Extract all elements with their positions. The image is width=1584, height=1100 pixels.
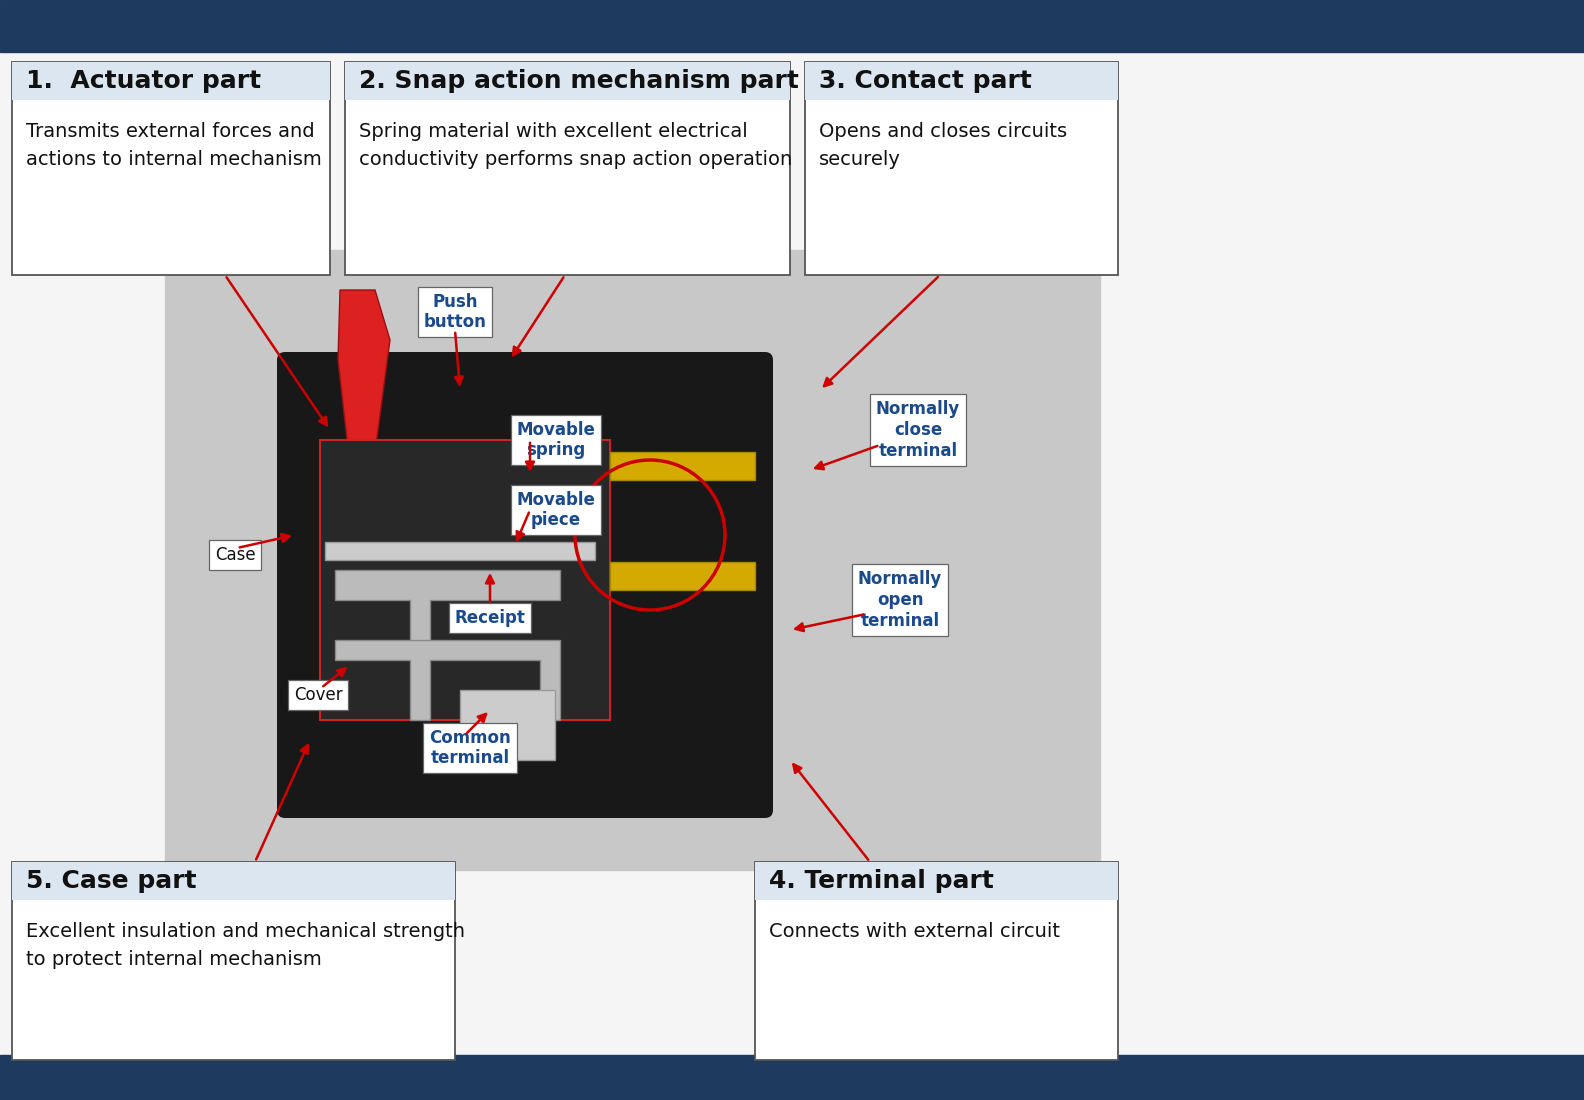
Text: 2. Snap action mechanism part: 2. Snap action mechanism part bbox=[360, 69, 798, 94]
Text: 3. Contact part: 3. Contact part bbox=[819, 69, 1031, 94]
Polygon shape bbox=[334, 640, 561, 720]
Text: Normally
open
terminal: Normally open terminal bbox=[859, 570, 942, 630]
Bar bbox=[345, 62, 790, 100]
Polygon shape bbox=[337, 290, 390, 510]
Text: Receipt: Receipt bbox=[455, 609, 526, 627]
Bar bbox=[13, 62, 329, 275]
Bar bbox=[13, 62, 329, 100]
Bar bbox=[805, 62, 1118, 275]
Text: Cover: Cover bbox=[293, 686, 342, 704]
FancyBboxPatch shape bbox=[325, 542, 596, 560]
Text: Opens and closes circuits
securely: Opens and closes circuits securely bbox=[819, 122, 1068, 169]
Bar bbox=[610, 452, 756, 480]
Text: 1.  Actuator part: 1. Actuator part bbox=[25, 69, 261, 94]
Text: Movable
piece: Movable piece bbox=[516, 491, 596, 529]
Text: Common
terminal: Common terminal bbox=[429, 728, 512, 768]
Bar bbox=[805, 62, 1118, 100]
Bar bbox=[345, 62, 790, 275]
Text: Push
button: Push button bbox=[423, 293, 486, 331]
Text: Transmits external forces and
actions to internal mechanism: Transmits external forces and actions to… bbox=[25, 122, 322, 169]
FancyBboxPatch shape bbox=[459, 690, 554, 760]
Polygon shape bbox=[334, 570, 561, 650]
Bar bbox=[610, 562, 756, 590]
Text: Case: Case bbox=[215, 546, 255, 564]
Bar bbox=[165, 250, 1099, 870]
Text: Normally
close
terminal: Normally close terminal bbox=[876, 400, 960, 460]
Bar bbox=[320, 440, 610, 720]
Bar bbox=[13, 862, 455, 1060]
Text: Excellent insulation and mechanical strength
to protect internal mechanism: Excellent insulation and mechanical stre… bbox=[25, 922, 466, 969]
FancyBboxPatch shape bbox=[277, 352, 773, 818]
Text: 4. Terminal part: 4. Terminal part bbox=[768, 869, 993, 893]
Text: Movable
spring: Movable spring bbox=[516, 420, 596, 460]
Bar bbox=[756, 862, 1118, 1060]
Bar bbox=[756, 862, 1118, 900]
Text: Connects with external circuit: Connects with external circuit bbox=[768, 922, 1060, 940]
Bar bbox=[0, 1055, 1584, 1100]
Text: Spring material with excellent electrical
conductivity performs snap action oper: Spring material with excellent electrica… bbox=[360, 122, 792, 169]
Text: 5. Case part: 5. Case part bbox=[25, 869, 196, 893]
Bar bbox=[13, 862, 455, 900]
Bar bbox=[0, 0, 1584, 52]
